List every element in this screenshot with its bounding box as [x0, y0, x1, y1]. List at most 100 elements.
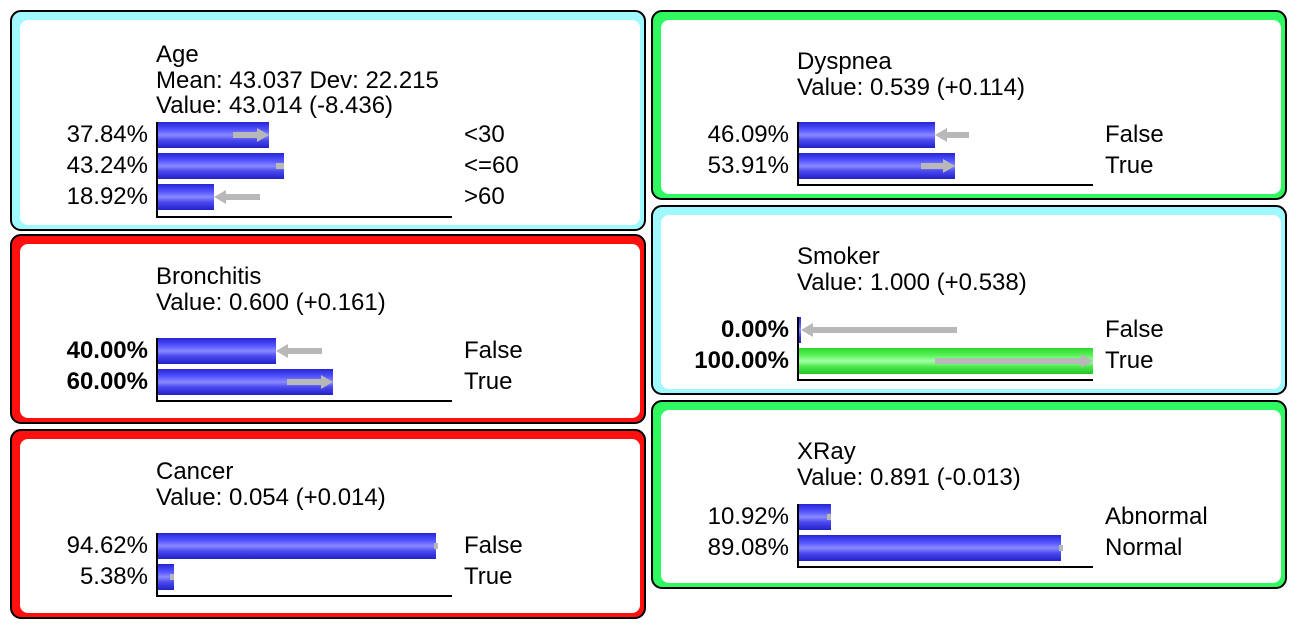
node-bronchitis[interactable]: Bronchitis Value: 0.600 (+0.161) 40.00% …	[10, 234, 646, 424]
axis-horizontal	[797, 379, 1093, 381]
state-percent: 37.84%	[66, 121, 148, 148]
state-label: True	[1105, 152, 1154, 179]
state-label: True	[1105, 347, 1154, 374]
axis-horizontal	[156, 216, 452, 218]
state-percent: 10.92%	[707, 503, 789, 530]
node-smoker-panel: Smoker Value: 1.000 (+0.538) 0.00% False…	[661, 215, 1281, 389]
state-row[interactable]: 46.09% False	[661, 122, 1281, 148]
node-smoker-title: Smoker	[797, 243, 880, 270]
state-percent: 60.00%	[66, 368, 148, 395]
state-label: False	[464, 337, 523, 364]
node-age-value: Value: 43.014 (-8.436)	[156, 92, 394, 119]
state-row[interactable]: 40.00% False	[20, 338, 640, 364]
change-arrow-right-icon	[1059, 541, 1063, 555]
state-bar-track	[799, 348, 1093, 374]
node-smoker-value: Value: 1.000 (+0.538)	[797, 269, 1027, 296]
state-bar	[158, 564, 174, 590]
state-percent: 5.38%	[79, 563, 148, 590]
state-bar-track	[799, 122, 1093, 148]
state-percent: 53.91%	[707, 152, 789, 179]
state-label: <30	[464, 121, 505, 148]
node-age-stat: Mean: 43.037 Dev: 22.215	[156, 67, 439, 94]
state-label: True	[464, 563, 513, 590]
node-dyspnea-value: Value: 0.539 (+0.114)	[797, 74, 1025, 101]
state-label: >60	[464, 183, 505, 210]
change-arrow-left-icon	[801, 323, 957, 337]
node-smoker[interactable]: Smoker Value: 1.000 (+0.538) 0.00% False…	[651, 205, 1287, 395]
state-bar-track	[158, 338, 452, 364]
change-arrow-right-icon	[921, 159, 955, 173]
node-cancer-panel: Cancer Value: 0.054 (+0.014) 94.62% Fals…	[20, 439, 640, 613]
state-row[interactable]: 5.38% True	[20, 564, 640, 590]
node-age[interactable]: Age Mean: 43.037 Dev: 22.215 Value: 43.0…	[10, 10, 646, 231]
change-arrow-right-icon	[276, 159, 284, 173]
state-row[interactable]: 18.92% >60	[20, 184, 640, 210]
state-label: True	[464, 368, 513, 395]
state-bar-track	[799, 317, 1093, 343]
state-bar	[158, 533, 436, 559]
state-label: False	[464, 532, 523, 559]
node-dyspnea-title: Dyspnea	[797, 48, 892, 75]
state-bar	[158, 184, 214, 210]
node-dyspnea-panel: Dyspnea Value: 0.539 (+0.114) 46.09% Fal…	[661, 20, 1281, 194]
axis-vertical	[797, 504, 799, 568]
node-bronchitis-panel: Bronchitis Value: 0.600 (+0.161) 40.00% …	[20, 244, 640, 418]
axis-horizontal	[797, 566, 1093, 568]
state-bar-track	[158, 184, 452, 210]
state-bar	[158, 153, 284, 179]
state-row[interactable]: 0.00% False	[661, 317, 1281, 343]
axis-vertical	[156, 338, 158, 402]
state-row[interactable]: 10.92% Abnormal	[661, 504, 1281, 530]
axis-vertical	[797, 317, 799, 381]
node-xray-title: XRay	[797, 438, 856, 465]
axis-horizontal	[156, 400, 452, 402]
change-arrow-left-icon	[276, 344, 322, 358]
state-bar	[799, 535, 1061, 561]
state-row[interactable]: 53.91% True	[661, 153, 1281, 179]
change-arrow-right-icon	[827, 510, 831, 524]
state-row[interactable]: 94.62% False	[20, 533, 640, 559]
change-arrow-right-icon	[170, 570, 174, 584]
state-bar	[799, 122, 935, 148]
change-arrow-left-icon	[214, 190, 260, 204]
state-row[interactable]: 89.08% Normal	[661, 535, 1281, 561]
state-bar	[158, 338, 276, 364]
axis-vertical	[156, 122, 158, 218]
change-arrow-left-icon	[935, 128, 969, 142]
state-percent: 40.00%	[66, 337, 148, 364]
node-bronchitis-value: Value: 0.600 (+0.161)	[156, 289, 386, 316]
node-xray[interactable]: XRay Value: 0.891 (-0.013) 10.92% Abnorm…	[651, 400, 1287, 589]
state-percent: 100.00%	[694, 347, 789, 374]
node-dyspnea[interactable]: Dyspnea Value: 0.539 (+0.114) 46.09% Fal…	[651, 10, 1287, 200]
state-label: Normal	[1105, 534, 1183, 561]
state-percent: 0.00%	[720, 316, 789, 343]
state-bar-track	[158, 533, 452, 559]
node-age-title: Age	[156, 41, 199, 68]
node-cancer-value: Value: 0.054 (+0.014)	[156, 484, 386, 511]
state-percent: 89.08%	[707, 534, 789, 561]
state-bar-track	[799, 153, 1093, 179]
state-label: False	[1105, 316, 1164, 343]
state-row[interactable]: 43.24% <=60	[20, 153, 640, 179]
state-bar-track	[158, 369, 452, 395]
node-xray-panel: XRay Value: 0.891 (-0.013) 10.92% Abnorm…	[661, 410, 1281, 583]
state-row[interactable]: 37.84% <30	[20, 122, 640, 148]
state-row[interactable]: 100.00% True	[661, 348, 1281, 374]
state-percent: 18.92%	[66, 183, 148, 210]
state-label: False	[1105, 121, 1164, 148]
node-xray-value: Value: 0.891 (-0.013)	[797, 464, 1021, 491]
node-age-panel: Age Mean: 43.037 Dev: 22.215 Value: 43.0…	[20, 20, 640, 225]
state-bar-track	[158, 122, 452, 148]
change-arrow-right-icon	[935, 354, 1093, 368]
change-arrow-right-icon	[287, 375, 333, 389]
state-percent: 46.09%	[707, 121, 789, 148]
state-bar	[799, 317, 801, 343]
axis-vertical	[156, 533, 158, 597]
state-bar-track	[799, 504, 1093, 530]
node-cancer[interactable]: Cancer Value: 0.054 (+0.014) 94.62% Fals…	[10, 429, 646, 619]
state-bar-track	[158, 564, 452, 590]
state-bar-track	[158, 153, 452, 179]
state-bar	[799, 504, 831, 530]
state-row[interactable]: 60.00% True	[20, 369, 640, 395]
change-arrow-right-icon	[434, 539, 438, 553]
